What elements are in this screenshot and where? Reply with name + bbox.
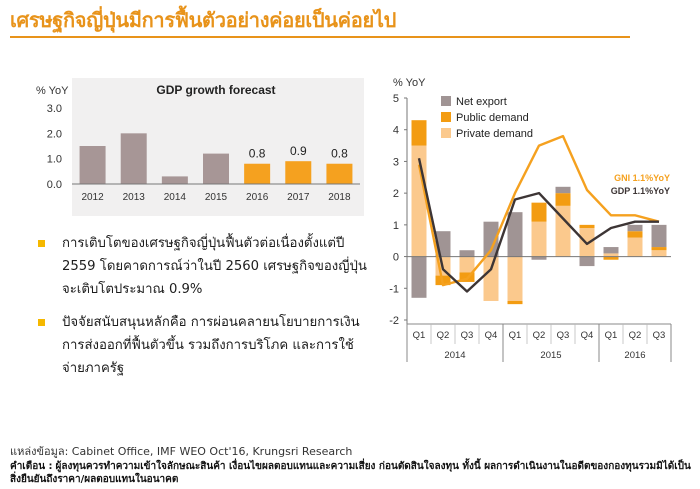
stacked-bar-segment — [579, 256, 595, 267]
x-tick-label: Q2 — [629, 330, 642, 341]
plot-area — [72, 78, 364, 216]
disclaimer: คำเตือน : ผู้ลงทุนควรทำความเข้าใจลักษณะสิ… — [10, 460, 695, 486]
data-label: 0.8 — [249, 147, 266, 161]
gni-line — [417, 134, 660, 287]
x-tick-label: Q1 — [413, 330, 426, 341]
x-tick-label: 2015 — [205, 192, 228, 203]
stacked-bar-segment — [627, 231, 643, 238]
stacked-bar-segment — [411, 256, 427, 298]
y-axis-label: % YoY — [36, 85, 69, 97]
legend-label: Public demand — [456, 112, 529, 124]
year-group-label: 2015 — [540, 350, 561, 361]
legend-label: Private demand — [456, 128, 533, 140]
stacked-bar-segment — [411, 120, 427, 146]
stacked-bar-segment — [555, 193, 571, 206]
stacked-bar-segment — [531, 256, 547, 260]
x-tick-label: Q2 — [437, 330, 450, 341]
key-points: การเติบโตของเศรษฐกิจญี่ปุ่นฟื้นตัวต่อเนื… — [36, 232, 376, 390]
x-tick-label: Q4 — [581, 330, 594, 341]
disclaimer-text: ผู้ลงทุนควรทำความเข้าใจลักษณะสินค้า เงื่… — [10, 461, 691, 485]
stacked-bar-segment — [507, 212, 523, 257]
bullet-text: ปัจจัยสนับสนุนหลักคือ การผ่อนคลายนโยบายก… — [62, 315, 360, 376]
y-axis-label: % YoY — [393, 77, 426, 89]
stacked-bar-segment — [555, 186, 571, 194]
bar — [79, 146, 106, 184]
stacked-bar-segment — [651, 247, 667, 251]
year-group-label: 2016 — [624, 350, 645, 361]
stacked-bar-segment — [507, 300, 523, 305]
stacked-bar-segment — [627, 237, 643, 257]
stacked-bar-segment — [555, 205, 571, 257]
chart-title: GDP growth forecast — [156, 83, 275, 97]
legend-label: Net export — [456, 96, 507, 108]
stacked-bar-segment — [627, 224, 643, 232]
y-tick-label: -2 — [389, 315, 399, 327]
y-tick-label: 4 — [393, 125, 399, 137]
x-tick-label: Q3 — [461, 330, 474, 341]
x-tick-label: Q1 — [509, 330, 522, 341]
gdp-line — [417, 158, 659, 293]
x-tick-label: Q3 — [653, 330, 666, 341]
stacked-bar-segment — [603, 256, 619, 260]
y-tick-label: 0.0 — [47, 179, 62, 191]
x-tick-label: Q2 — [533, 330, 546, 341]
x-tick-label: 2016 — [246, 192, 269, 203]
gni-line-label: GNI 1.1%YoY — [614, 173, 670, 183]
bullet-square-icon — [38, 240, 45, 247]
stacked-bar-segment — [507, 256, 523, 301]
stacked-bar-segment — [531, 221, 547, 257]
y-tick-label: 0 — [393, 252, 399, 264]
x-tick-label: 2013 — [123, 192, 146, 203]
stacked-bar-segment — [579, 224, 595, 229]
x-tick-label: Q4 — [485, 330, 498, 341]
y-tick-label: 2 — [393, 188, 399, 200]
bar — [203, 153, 229, 184]
y-tick-label: 2.0 — [47, 128, 62, 140]
gdp-forecast-chart: % YoY GDP growth forecast 0.0 1.0 2.0 3.0 2012… — [0, 70, 370, 220]
x-tick-label: Q3 — [557, 330, 570, 341]
stacked-bar-segment — [603, 253, 619, 257]
source-note: แหล่งข้อมูล: Cabinet Office, IMF WEO Oct… — [10, 445, 353, 458]
x-tick-label: 2012 — [81, 192, 104, 203]
x-tick-label: Q1 — [605, 330, 618, 341]
stacked-bar-segment — [603, 247, 619, 254]
data-label: 0.8 — [331, 147, 348, 161]
x-tick-label: 2014 — [164, 192, 187, 203]
legend-swatch — [441, 128, 451, 138]
x-tick-label: 2017 — [287, 192, 310, 203]
page-title: เศรษฐกิจญี่ปุ่นมีการฟื้นตัวอย่างค่อยเป็น… — [10, 8, 397, 32]
legend-swatch — [441, 96, 451, 106]
data-label: 0.9 — [290, 144, 307, 158]
stacked-bar-segment — [459, 256, 475, 273]
bar — [120, 133, 147, 184]
title-underline — [10, 36, 630, 38]
bar — [244, 163, 271, 184]
stacked-bar-segment — [651, 250, 667, 257]
disclaimer-label: คำเตือน : — [10, 461, 53, 472]
gdp-line-label: GDP 1.1%YoY — [611, 186, 670, 196]
y-tick-label: -1 — [389, 283, 399, 295]
bar — [285, 161, 312, 184]
stacked-bar-segment — [459, 250, 475, 257]
y-tick-label: 1 — [393, 220, 399, 232]
bar — [326, 163, 353, 184]
stacked-bar-segment — [531, 202, 547, 222]
stacked-bar-segment — [483, 221, 499, 257]
y-tick-label: 3.0 — [47, 103, 62, 115]
legend-swatch — [441, 112, 451, 122]
gdp-contribution-chart: % YoY -2 -1 0 1 2 3 4 5 GNI 1.1%YoY GDP 1.1%YoY Net… — [389, 77, 672, 362]
y-tick-label: 1.0 — [47, 154, 62, 166]
x-tick-label: 2018 — [328, 192, 351, 203]
bullet-square-icon — [38, 319, 45, 326]
year-group-label: 2014 — [444, 350, 465, 361]
stacked-bar-segment — [651, 224, 667, 248]
bullet-text: การเติบโตของเศรษฐกิจญี่ปุ่นฟื้นตัวต่อเนื… — [62, 236, 367, 297]
stacked-bar-segment — [483, 256, 499, 301]
y-tick-label: 3 — [393, 156, 399, 168]
bullet-point: การเติบโตของเศรษฐกิจญี่ปุ่นฟื้นตัวต่อเนื… — [36, 232, 376, 301]
bar — [161, 176, 188, 184]
bullet-point: ปัจจัยสนับสนุนหลักคือ การผ่อนคลายนโยบายก… — [36, 311, 376, 380]
y-tick-label: 5 — [393, 93, 399, 105]
